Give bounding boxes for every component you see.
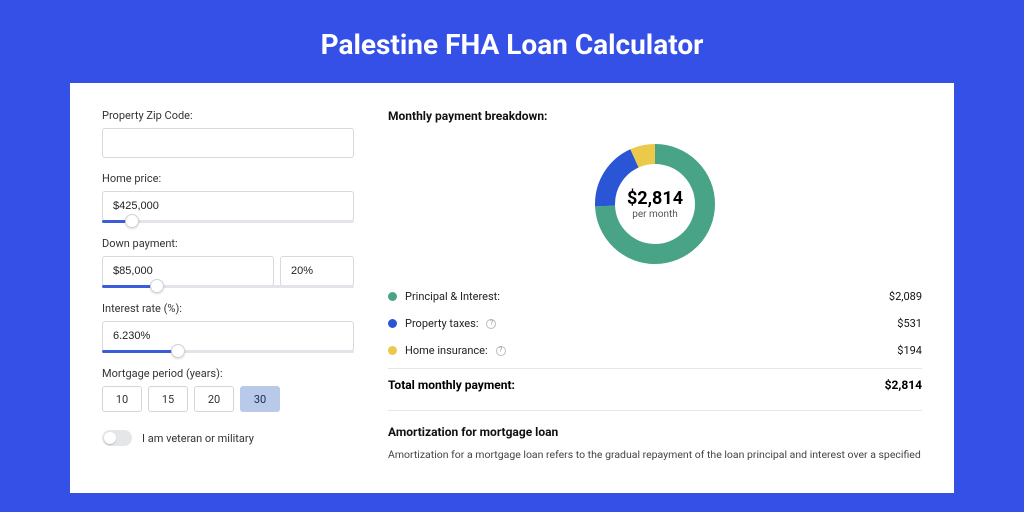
total-row: Total monthly payment: $2,814 — [388, 368, 922, 392]
donut-center-sub: per month — [632, 209, 678, 220]
period-option-15[interactable]: 15 — [148, 386, 188, 412]
breakdown-title: Monthly payment breakdown: — [388, 109, 922, 123]
legend-dot — [388, 346, 397, 355]
input-panel: Property Zip Code: Home price: Down paym… — [102, 109, 354, 493]
calculator-card: Property Zip Code: Home price: Down paym… — [70, 83, 954, 493]
info-icon[interactable]: ? — [496, 346, 506, 356]
breakdown-legend: Principal & Interest: $2,089 Property taxe… — [388, 283, 922, 364]
mortgage-period-label: Mortgage period (years): — [102, 367, 354, 380]
field-mortgage-period: Mortgage period (years): 10152030 — [102, 367, 354, 412]
donut-center-amount: $2,814 — [627, 188, 683, 209]
veteran-toggle[interactable] — [102, 430, 132, 446]
down-payment-amount-input[interactable] — [102, 256, 274, 286]
legend-dot — [388, 292, 397, 301]
legend-label: Principal & Interest: — [405, 290, 500, 303]
veteran-toggle-knob — [104, 432, 116, 444]
page-title: Palestine FHA Loan Calculator — [0, 0, 1024, 83]
interest-rate-slider-thumb[interactable] — [171, 344, 185, 358]
veteran-toggle-row: I am veteran or military — [102, 430, 354, 446]
results-panel: Monthly payment breakdown: $2,814 per mo… — [388, 109, 922, 493]
legend-value: $194 — [897, 344, 922, 357]
down-payment-percent-input[interactable] — [280, 256, 354, 286]
home-price-slider[interactable] — [102, 220, 354, 223]
down-payment-slider-thumb[interactable] — [150, 279, 164, 293]
amortization-body: Amortization for a mortgage loan refers … — [388, 447, 922, 463]
legend-row: Principal & Interest: $2,089 — [388, 283, 922, 310]
legend-label: Home insurance: — [405, 344, 488, 357]
down-payment-slider[interactable] — [102, 285, 354, 288]
period-option-20[interactable]: 20 — [194, 386, 234, 412]
zip-input[interactable] — [102, 128, 354, 158]
field-down-payment: Down payment: — [102, 237, 354, 288]
donut-chart-wrap: $2,814 per month — [388, 133, 922, 283]
zip-label: Property Zip Code: — [102, 109, 354, 122]
interest-rate-input[interactable] — [102, 321, 354, 351]
legend-dot — [388, 319, 397, 328]
info-icon[interactable]: ? — [486, 319, 496, 329]
legend-row: Home insurance:? $194 — [388, 337, 922, 364]
total-value: $2,814 — [885, 378, 922, 392]
interest-rate-slider[interactable] — [102, 350, 354, 353]
home-price-label: Home price: — [102, 172, 354, 185]
period-option-30[interactable]: 30 — [240, 386, 280, 412]
field-interest-rate: Interest rate (%): — [102, 302, 354, 353]
home-price-input[interactable] — [102, 191, 354, 221]
legend-value: $2,089 — [889, 290, 922, 303]
period-option-10[interactable]: 10 — [102, 386, 142, 412]
down-payment-label: Down payment: — [102, 237, 354, 250]
amortization-section: Amortization for mortgage loan Amortizat… — [388, 410, 922, 463]
legend-label: Property taxes: — [405, 317, 478, 330]
veteran-toggle-label: I am veteran or military — [142, 432, 254, 445]
legend-value: $531 — [897, 317, 922, 330]
total-label: Total monthly payment: — [388, 378, 515, 392]
interest-rate-label: Interest rate (%): — [102, 302, 354, 315]
field-zip: Property Zip Code: — [102, 109, 354, 158]
amortization-title: Amortization for mortgage loan — [388, 425, 922, 439]
legend-row: Property taxes:? $531 — [388, 310, 922, 337]
field-home-price: Home price: — [102, 172, 354, 223]
donut-chart: $2,814 per month — [590, 139, 720, 269]
home-price-slider-thumb[interactable] — [125, 214, 139, 228]
